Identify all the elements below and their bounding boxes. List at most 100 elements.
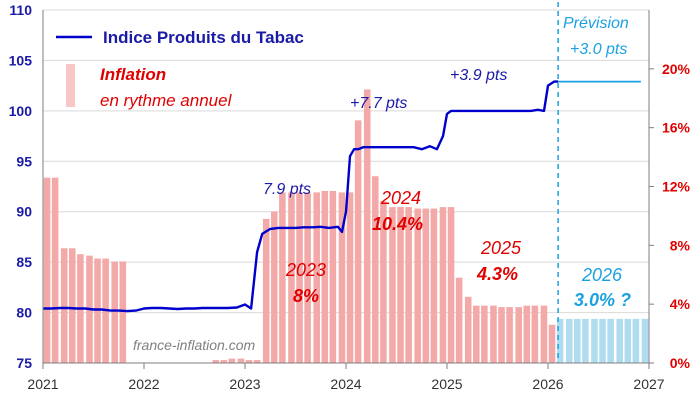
x-axis-tick-label: 2022 bbox=[128, 376, 159, 392]
inflation-bar bbox=[473, 305, 480, 363]
forecast-inflation-bar bbox=[556, 318, 564, 363]
inflation-bar bbox=[253, 360, 261, 363]
inflation-bar bbox=[296, 192, 303, 363]
legend-bar-label-1: Inflation bbox=[100, 65, 166, 84]
annotation-rate-2024: 10.4% bbox=[372, 214, 423, 234]
left-axis-tick-label: 100 bbox=[9, 103, 33, 119]
inflation-bar bbox=[430, 208, 438, 363]
inflation-bar bbox=[531, 305, 539, 363]
inflation-bar bbox=[389, 207, 396, 363]
forecast-inflation-bar bbox=[616, 318, 623, 363]
index-line bbox=[43, 80, 559, 313]
annotation-rate-2023: 8% bbox=[293, 286, 319, 306]
inflation-bar bbox=[447, 207, 455, 363]
left-axis-tick-label: 110 bbox=[9, 2, 32, 18]
inflation-bar bbox=[540, 305, 548, 363]
left-axis-tick-label: 75 bbox=[16, 355, 32, 371]
inflation-bar bbox=[43, 177, 51, 363]
annotation-rate-2025: 4.3% bbox=[476, 264, 518, 284]
inflation-bars bbox=[43, 89, 649, 364]
annotation-year-2025: 2025 bbox=[480, 238, 522, 258]
inflation-bar bbox=[455, 277, 463, 363]
inflation-bar bbox=[354, 120, 362, 363]
inflation-bar bbox=[69, 248, 76, 363]
right-axis-tick-label: 0% bbox=[670, 355, 691, 371]
inflation-bar bbox=[288, 192, 295, 363]
annotation-step-2024: +7.7 pts bbox=[350, 95, 407, 112]
inflation-bar bbox=[94, 258, 101, 363]
right-axis-tick-label: 12% bbox=[662, 179, 691, 195]
inflation-bar bbox=[262, 218, 270, 363]
inflation-bar bbox=[329, 190, 337, 363]
right-axis-tick-label: 8% bbox=[670, 237, 691, 253]
forecast-inflation-bar bbox=[599, 318, 606, 363]
inflation-bar bbox=[380, 201, 387, 363]
inflation-bar bbox=[464, 296, 472, 363]
inflation-bar bbox=[506, 307, 513, 363]
x-axis-tick-label: 2023 bbox=[229, 376, 260, 392]
forecast-inflation-bar bbox=[591, 318, 598, 363]
inflation-bar bbox=[346, 192, 354, 363]
left-axis-tick-label: 85 bbox=[16, 254, 32, 270]
x-axis-tick-label: 2027 bbox=[633, 376, 664, 392]
left-axis-tick-label: 90 bbox=[16, 204, 32, 220]
inflation-bar bbox=[228, 358, 236, 363]
inflation-bar bbox=[245, 360, 253, 363]
x-axis-tick-label: 2024 bbox=[330, 376, 361, 392]
annotation-step-2025: +3.9 pts bbox=[450, 67, 507, 84]
forecast-inflation-bar bbox=[641, 318, 649, 363]
forecast-inflation-bar bbox=[624, 318, 632, 363]
left-axis-tick-label: 95 bbox=[16, 153, 32, 169]
legend-bar-label-2: en rythme annuel bbox=[100, 91, 233, 110]
annotation-rate-2026: 3.0% ? bbox=[574, 290, 631, 310]
inflation-bar bbox=[548, 324, 556, 363]
inflation-bar bbox=[60, 248, 68, 363]
inflation-bar bbox=[271, 211, 278, 363]
forecast-inflation-bar bbox=[632, 318, 640, 363]
forecast-inflation-bar bbox=[565, 318, 573, 363]
x-axis-tick-label: 2021 bbox=[27, 376, 58, 392]
annotation-forecast-title: Prévision bbox=[563, 15, 629, 32]
annotation-year-2024: 2024 bbox=[380, 188, 421, 208]
inflation-bar bbox=[372, 176, 379, 363]
right-axis-tick-label: 20% bbox=[662, 61, 691, 77]
annotation-step-2023: 7.9 pts bbox=[263, 181, 311, 198]
annotation-year-2026: 2026 bbox=[581, 265, 623, 285]
inflation-bar bbox=[363, 89, 371, 364]
legend-line-label: Indice Produits du Tabac bbox=[103, 28, 304, 47]
forecast-inflation-bar bbox=[582, 318, 589, 363]
x-axis-tick-label: 2025 bbox=[431, 376, 462, 392]
inflation-bar bbox=[321, 190, 329, 363]
right-axis-tick-label: 4% bbox=[670, 296, 691, 312]
axes: 75 80 85 90 95 100 105 110 0% 4% 8% 12% 16% 20% 2021 20… bbox=[9, 2, 691, 392]
inflation-bar bbox=[338, 192, 346, 363]
annotation-year-2023: 2023 bbox=[285, 260, 326, 280]
inflation-bar bbox=[414, 208, 421, 363]
legend-bar-swatch bbox=[66, 64, 75, 107]
x-axis-tick-label: 2026 bbox=[532, 376, 563, 392]
inflation-bar bbox=[515, 307, 522, 363]
inflation-bar bbox=[51, 177, 59, 363]
inflation-bar bbox=[405, 207, 412, 363]
index-lines bbox=[43, 2, 641, 363]
inflation-bar bbox=[212, 360, 219, 363]
forecast-inflation-bar bbox=[574, 318, 581, 363]
right-axis-tick-label: 16% bbox=[662, 120, 691, 136]
left-axis-tick-label: 80 bbox=[16, 305, 32, 321]
inflation-bar bbox=[279, 192, 286, 363]
inflation-bar bbox=[220, 360, 228, 363]
inflation-bar bbox=[397, 207, 404, 363]
inflation-bar bbox=[523, 305, 531, 363]
inflation-bar bbox=[304, 192, 311, 363]
inflation-bar bbox=[481, 305, 488, 363]
inflation-bar bbox=[422, 208, 430, 363]
inflation-bar bbox=[313, 192, 320, 363]
annotation-forecast-value: +3.0 pts bbox=[570, 41, 627, 58]
inflation-bar bbox=[490, 305, 497, 363]
inflation-bar bbox=[119, 261, 127, 363]
inflation-bar bbox=[111, 261, 118, 363]
left-axis-tick-label: 105 bbox=[9, 52, 33, 68]
forecast-inflation-bar bbox=[607, 318, 614, 363]
inflation-bar bbox=[498, 307, 505, 363]
